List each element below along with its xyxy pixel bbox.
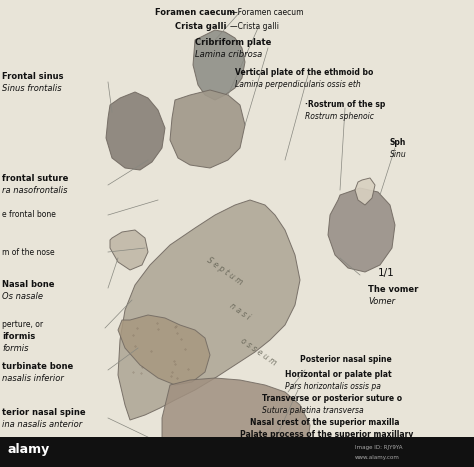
Polygon shape: [328, 188, 395, 272]
Text: Lamina cribrosa: Lamina cribrosa: [195, 50, 262, 59]
Polygon shape: [193, 30, 245, 100]
Text: S e p t u m: S e p t u m: [205, 256, 245, 287]
Text: —Crista galli: —Crista galli: [230, 22, 279, 31]
Polygon shape: [118, 315, 210, 385]
Text: Palate process of the superior maxillary: Palate process of the superior maxillary: [240, 430, 413, 439]
Text: —Foramen caecum: —Foramen caecum: [230, 8, 303, 17]
Text: ·Rostrum of the sp: ·Rostrum of the sp: [305, 100, 385, 109]
Text: www.alamy.com: www.alamy.com: [355, 454, 400, 460]
Text: o s s e u m: o s s e u m: [238, 336, 278, 367]
Text: Transverse or posterior suture o: Transverse or posterior suture o: [262, 394, 402, 403]
Text: Crista galli: Crista galli: [175, 22, 227, 31]
Text: perture, or: perture, or: [2, 320, 43, 329]
Text: formis: formis: [2, 344, 28, 353]
Text: Posterior nasal spine: Posterior nasal spine: [300, 355, 392, 364]
Text: Pars horizontalis ossis pa: Pars horizontalis ossis pa: [285, 382, 381, 391]
Text: ra nasofrontalis: ra nasofrontalis: [2, 186, 67, 195]
Text: Os nasale: Os nasale: [2, 292, 43, 301]
Text: Vertical plate of the ethmoid bo: Vertical plate of the ethmoid bo: [235, 68, 374, 77]
Bar: [0, 437, 474, 467]
Text: ina nasalis anterior: ina nasalis anterior: [2, 420, 82, 429]
Text: iformis: iformis: [2, 332, 35, 341]
Text: Frontal sinus: Frontal sinus: [2, 72, 64, 81]
Text: Nasal bone: Nasal bone: [2, 280, 55, 289]
Text: Nasal crest of the superior maxilla: Nasal crest of the superior maxilla: [250, 418, 400, 427]
Polygon shape: [355, 178, 375, 205]
Text: nasalis inferior: nasalis inferior: [2, 374, 64, 383]
Text: e frontal bone: e frontal bone: [2, 210, 56, 219]
Text: terior nasal spine: terior nasal spine: [2, 408, 86, 417]
Text: Sinu: Sinu: [390, 150, 407, 159]
Text: Foramen caecum: Foramen caecum: [155, 8, 235, 17]
Text: Lamina perpendicularis ossis eth: Lamina perpendicularis ossis eth: [235, 80, 361, 89]
Polygon shape: [118, 200, 300, 420]
Text: Horizontal or palate plat: Horizontal or palate plat: [285, 370, 392, 379]
Text: Sph: Sph: [390, 138, 406, 147]
Polygon shape: [162, 378, 310, 458]
Text: Rostrum sphenoic: Rostrum sphenoic: [305, 112, 374, 121]
Text: The vomer: The vomer: [368, 285, 419, 294]
Text: Vomer: Vomer: [368, 297, 395, 306]
Text: m of the nose: m of the nose: [2, 248, 55, 257]
Text: Sinus frontalis: Sinus frontalis: [2, 84, 62, 93]
Text: alamy: alamy: [8, 443, 50, 455]
Text: Cribriform plate: Cribriform plate: [195, 38, 272, 47]
Text: frontal suture: frontal suture: [2, 174, 68, 183]
Text: 1/1: 1/1: [378, 268, 395, 278]
Polygon shape: [106, 92, 165, 170]
Polygon shape: [110, 230, 148, 270]
Polygon shape: [170, 90, 245, 168]
Text: Sutura palatina transversa: Sutura palatina transversa: [262, 406, 364, 415]
Text: n a s i: n a s i: [228, 302, 252, 322]
Text: Image ID: RJY9YA: Image ID: RJY9YA: [355, 445, 402, 450]
Text: turbinate bone: turbinate bone: [2, 362, 73, 371]
